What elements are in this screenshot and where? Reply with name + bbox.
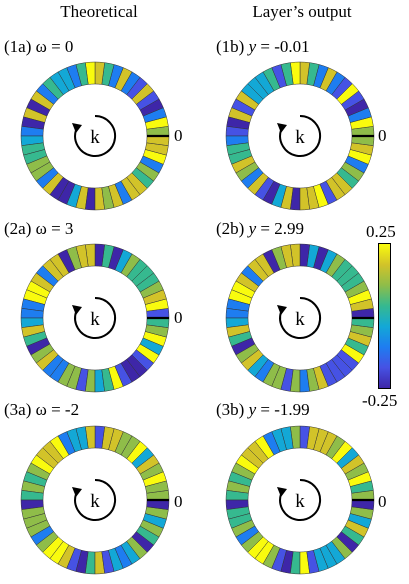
zero-label-3b: 0 (378, 492, 387, 511)
colorbar (378, 243, 391, 389)
header-theoretical: Theoretical (60, 2, 138, 21)
panel-symbol: y (248, 37, 257, 56)
arrowhead-icon (277, 305, 287, 315)
arrowhead-icon (72, 123, 82, 133)
panel-symbol: ω (35, 219, 47, 238)
ring-1b: k (225, 61, 375, 211)
panel-label-3a: (3a) ω = -2 (4, 400, 79, 420)
rotation-arrow-icon (279, 114, 322, 157)
zero-label-2a: 0 (174, 308, 183, 327)
panel-symbol: ω (35, 400, 47, 419)
center-label-k: k (90, 127, 100, 148)
panel-value: = -0.01 (260, 37, 310, 56)
panel-label-3b: (3b) y = -1.99 (216, 400, 310, 420)
panel-tag: (1b) (216, 37, 245, 56)
rotation-arrow-icon (279, 478, 322, 521)
panel-value: = 2.99 (260, 219, 304, 238)
header-layer-output: Layer’s output (252, 2, 352, 21)
panel-label-1a: (1a) ω = 0 (4, 37, 73, 57)
ring-1a: k (20, 61, 170, 211)
panel-value: = -2 (51, 400, 80, 419)
zero-label-1a: 0 (174, 126, 183, 145)
panel-tag: (2a) (4, 219, 32, 238)
panel-symbol: ω (35, 37, 47, 56)
panel-symbol: y (248, 400, 257, 419)
arrowhead-icon (72, 487, 82, 497)
panel-tag: (3b) (216, 400, 245, 419)
rotation-arrow-icon (74, 296, 117, 339)
panel-value: = -1.99 (260, 400, 310, 419)
panel-symbol: y (248, 219, 257, 238)
panel-tag: (2b) (216, 219, 245, 238)
panel-label-1b: (1b) y = -0.01 (216, 37, 310, 57)
arrowhead-icon (277, 487, 287, 497)
panel-label-2a: (2a) ω = 3 (4, 219, 73, 239)
rotation-arrow-icon (279, 296, 322, 339)
panel-label-2b: (2b) y = 2.99 (216, 219, 304, 239)
colorbar-max-label: 0.25 (366, 222, 396, 241)
ring-2a: k (20, 243, 170, 393)
rotation-arrow-icon (74, 114, 117, 157)
ring-2b: k (225, 243, 375, 393)
panel-tag: (1a) (4, 37, 32, 56)
center-label-k: k (295, 491, 305, 512)
rotation-arrow-icon (74, 478, 117, 521)
zero-label-3a: 0 (174, 492, 183, 511)
center-label-k: k (90, 491, 100, 512)
ring-3a: k (20, 425, 170, 575)
center-label-k: k (295, 127, 305, 148)
colorbar-min-label: -0.25 (362, 391, 398, 410)
center-label-k: k (295, 309, 305, 330)
zero-label-1b: 0 (378, 126, 387, 145)
arrowhead-icon (277, 123, 287, 133)
ring-3b: k (225, 425, 375, 575)
panel-tag: (3a) (4, 400, 32, 419)
center-label-k: k (90, 309, 100, 330)
panel-value: = 0 (51, 37, 74, 56)
arrowhead-icon (72, 305, 82, 315)
panel-value: = 3 (51, 219, 74, 238)
